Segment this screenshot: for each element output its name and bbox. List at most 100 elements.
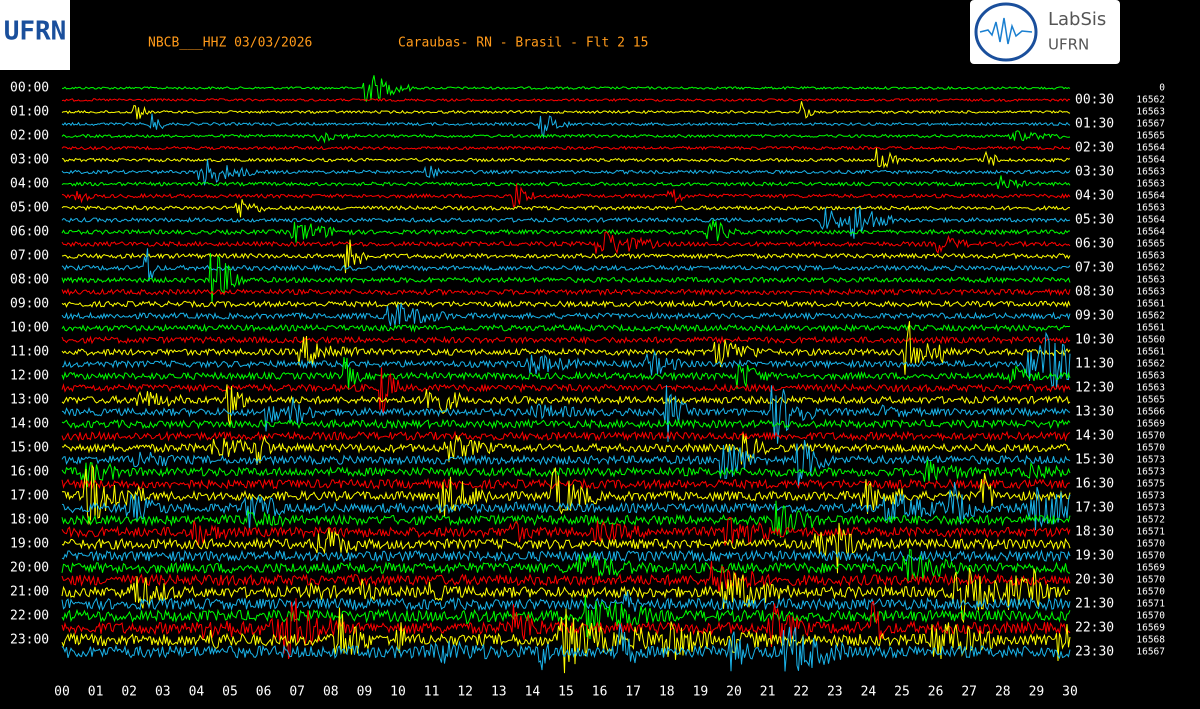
left-time: 07:00 — [10, 249, 49, 264]
trace — [61, 321, 1071, 375]
right-value: 16563 — [1136, 287, 1165, 298]
logo-left: UFRN — [0, 0, 70, 70]
left-time: 13:00 — [10, 393, 49, 408]
right-value: 16572 — [1136, 515, 1165, 526]
right-time: 02:30 — [1075, 141, 1114, 156]
right-time: 14:30 — [1075, 429, 1114, 444]
right-value: 16569 — [1136, 419, 1165, 430]
trace — [61, 477, 1071, 491]
traces — [61, 75, 1071, 674]
trace — [61, 239, 1071, 274]
right-value: 16563 — [1136, 179, 1165, 190]
x-label: 21 — [760, 685, 776, 700]
right-time: 12:30 — [1075, 381, 1114, 396]
x-label: 19 — [693, 685, 709, 700]
right-value: 16560 — [1136, 335, 1165, 346]
station-title: NBCB___HHZ 03/03/2026 — [148, 36, 312, 51]
right-value: 16571 — [1136, 599, 1165, 610]
logo-left-box — [0, 0, 70, 70]
trace — [61, 623, 1071, 672]
right-value: 16564 — [1136, 191, 1165, 202]
left-time: 02:00 — [10, 129, 49, 144]
trace — [61, 331, 1071, 390]
right-time: 09:30 — [1075, 309, 1114, 324]
trace — [61, 607, 1071, 674]
x-label: 01 — [88, 685, 104, 700]
left-time: 17:00 — [10, 489, 49, 504]
trace — [61, 130, 1071, 144]
right-value: 16570 — [1136, 575, 1165, 586]
right-value: 16564 — [1136, 143, 1165, 154]
left-time: 00:00 — [10, 81, 49, 96]
right-value: 16570 — [1136, 539, 1165, 550]
right-time: 00:30 — [1075, 93, 1114, 108]
right-value: 16570 — [1136, 551, 1165, 562]
trace — [61, 561, 1071, 593]
x-label: 12 — [457, 685, 473, 700]
right-value: 16569 — [1136, 563, 1165, 574]
left-time: 16:00 — [10, 465, 49, 480]
right-value: 16566 — [1136, 407, 1165, 418]
logo-left-text: UFRN — [4, 17, 67, 47]
left-time: 01:00 — [10, 105, 49, 120]
left-time: 10:00 — [10, 321, 49, 336]
trace — [61, 439, 1071, 487]
right-value: 16567 — [1136, 119, 1165, 130]
x-label: 11 — [424, 685, 440, 700]
trace — [61, 548, 1071, 582]
trace — [61, 287, 1071, 297]
trace — [61, 113, 1071, 139]
left-time: 14:00 — [10, 417, 49, 432]
x-label: 20 — [726, 685, 742, 700]
right-value: 16569 — [1136, 623, 1165, 634]
left-time: 11:00 — [10, 345, 49, 360]
x-label: 07 — [289, 685, 305, 700]
trace — [61, 207, 1071, 239]
right-value: 16570 — [1136, 611, 1165, 622]
left-time: 23:00 — [10, 633, 49, 648]
trace — [61, 231, 1071, 255]
x-label: 23 — [827, 685, 843, 700]
x-label: 02 — [121, 685, 137, 700]
x-label: 00 — [54, 685, 70, 700]
right-time: 22:30 — [1075, 621, 1114, 636]
right-value: 16565 — [1136, 131, 1165, 142]
left-time: 05:00 — [10, 201, 49, 216]
x-label: 08 — [323, 685, 339, 700]
right-value: 16562 — [1136, 263, 1165, 274]
trace — [61, 459, 1071, 487]
trace — [61, 481, 1071, 531]
right-value: 16564 — [1136, 215, 1165, 226]
trace — [61, 418, 1071, 430]
trace — [61, 219, 1070, 243]
right-value: 16568 — [1136, 635, 1165, 646]
right-time: 19:30 — [1075, 549, 1114, 564]
trace — [61, 323, 1071, 333]
x-label: 16 — [592, 685, 608, 700]
right-time: 18:30 — [1075, 525, 1114, 540]
right-time: 21:30 — [1075, 597, 1114, 612]
right-value: 16571 — [1136, 527, 1165, 538]
trace — [61, 199, 1071, 218]
trace — [61, 335, 1071, 345]
trace — [61, 433, 1071, 466]
trace — [61, 367, 1071, 416]
right-value: 16564 — [1136, 227, 1165, 238]
trace — [61, 303, 1071, 327]
trace — [61, 591, 1071, 612]
trace — [61, 145, 1071, 151]
right-value: 16561 — [1136, 323, 1165, 334]
left-time: 06:00 — [10, 225, 49, 240]
left-time: 18:00 — [10, 513, 49, 528]
labels: 00:00 01:00 02:00 03:00 04:00 05:00 06:00 07:00… — [10, 81, 1165, 700]
trace — [61, 385, 1071, 444]
logo-right-subtitle: UFRN — [1048, 36, 1089, 54]
left-time: 20:00 — [10, 561, 49, 576]
right-value: 16562 — [1136, 95, 1165, 106]
x-label: 27 — [961, 685, 977, 700]
right-value: 16561 — [1136, 299, 1165, 310]
right-time: 05:30 — [1075, 213, 1114, 228]
right-value: 16564 — [1136, 155, 1165, 166]
